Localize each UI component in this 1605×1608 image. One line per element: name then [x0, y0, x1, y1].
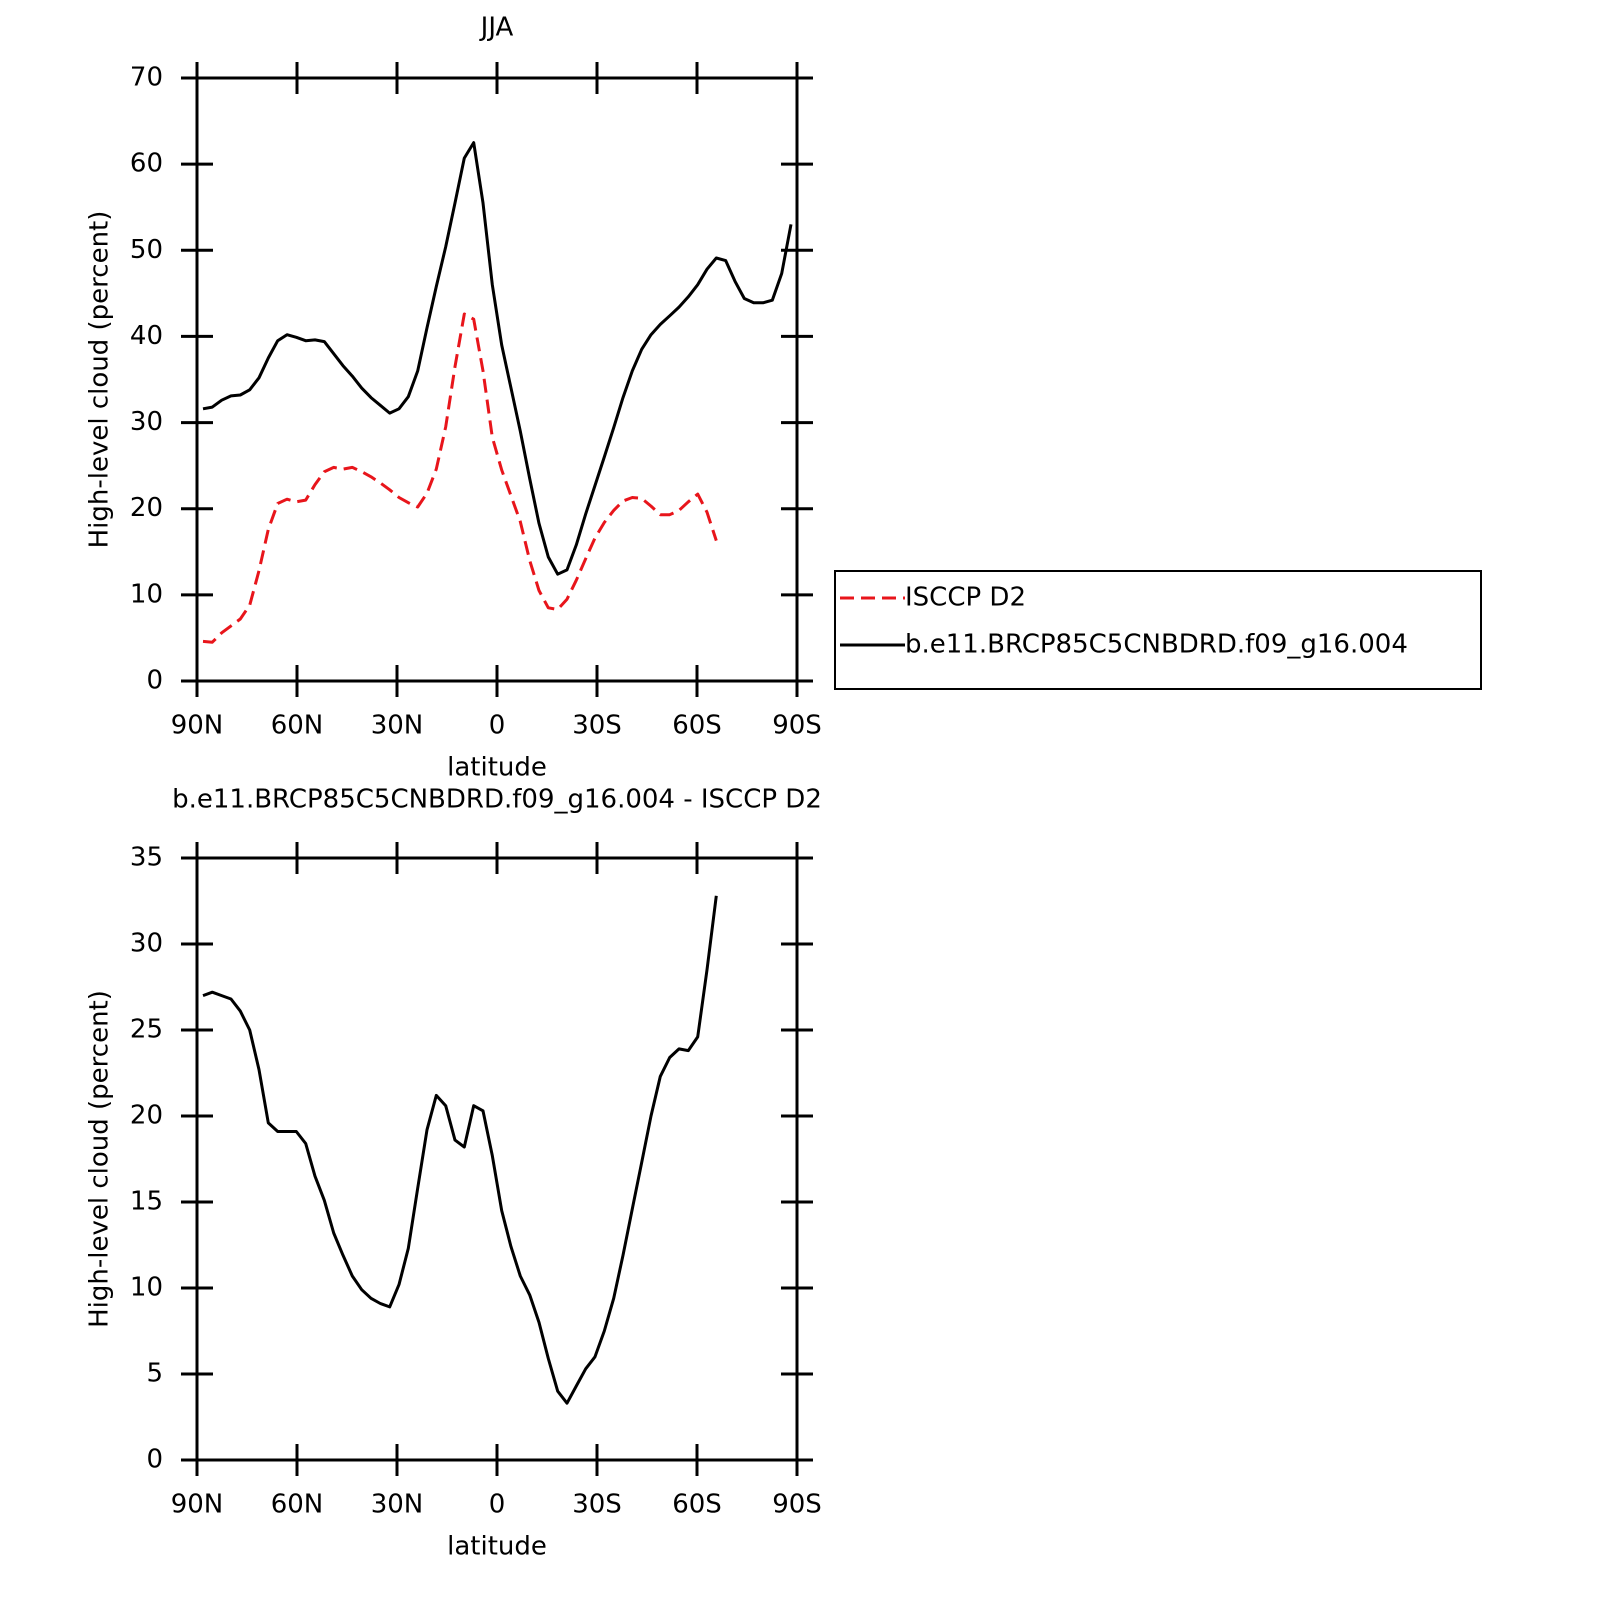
y-tick-label: 30 [130, 929, 163, 959]
y-tick-label: 60 [130, 149, 163, 179]
y-tick-label: 50 [130, 235, 163, 265]
series-line [202, 895, 718, 1405]
x-tick-label: 60N [271, 1490, 324, 1520]
x-tick-label: 60S [672, 711, 722, 741]
chart-title: JJA [479, 13, 514, 43]
y-tick-label: 0 [146, 666, 163, 696]
series-line [202, 312, 718, 644]
y-tick-label: 10 [130, 1273, 163, 1303]
x-tick-label: 0 [489, 1490, 506, 1520]
y-tick-label: 20 [130, 1101, 163, 1131]
x-tick-label: 90S [772, 1490, 822, 1520]
y-tick-label: 15 [130, 1187, 163, 1217]
x-tick-label: 60S [672, 1490, 722, 1520]
x-tick-label: 60N [271, 711, 324, 741]
plot-frame [195, 856, 799, 1462]
plot-frame [195, 76, 799, 683]
x-tick-label: 30N [371, 1490, 424, 1520]
series-line [202, 141, 793, 576]
y-tick-label: 10 [130, 579, 163, 609]
legend-box [834, 570, 1482, 690]
x-axis-label: latitude [447, 753, 547, 783]
y-tick-label: 40 [130, 321, 163, 351]
y-tick-label: 0 [146, 1445, 163, 1475]
x-tick-label: 30S [572, 1490, 622, 1520]
y-tick-label: 5 [146, 1359, 163, 1389]
y-tick-label: 30 [130, 407, 163, 437]
legend-label: b.e11.BRCP85C5CNBDRD.f09_g16.004 [905, 630, 1408, 660]
y-tick-label: 20 [130, 493, 163, 523]
x-tick-label: 30N [371, 711, 424, 741]
x-tick-label: 90S [772, 711, 822, 741]
x-tick-label: 90N [171, 711, 224, 741]
y-axis-label: High-level cloud (percent) [85, 211, 115, 549]
y-tick-label: 35 [130, 843, 163, 873]
x-tick-label: 0 [489, 711, 506, 741]
x-axis-label: latitude [447, 1532, 547, 1562]
y-tick-label: 70 [130, 63, 163, 93]
y-tick-label: 25 [130, 1015, 163, 1045]
x-tick-label: 30S [572, 711, 622, 741]
legend-label: ISCCP D2 [905, 583, 1026, 613]
x-tick-label: 90N [171, 1490, 224, 1520]
chart-title: b.e11.BRCP85C5CNBDRD.f09_g16.004 - ISCCP… [172, 785, 822, 815]
y-axis-label: High-level cloud (percent) [85, 990, 115, 1328]
